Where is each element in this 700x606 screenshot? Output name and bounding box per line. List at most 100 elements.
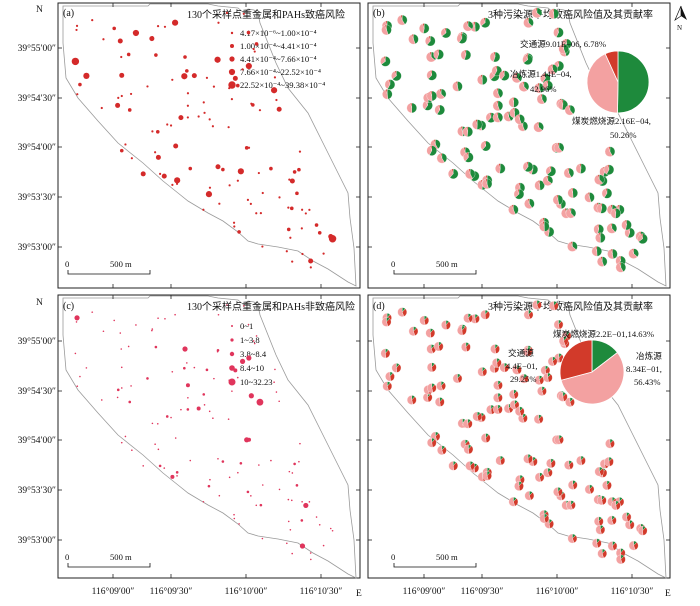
sample-point-c xyxy=(74,352,77,355)
boundary-a xyxy=(62,3,357,287)
source-pie-b xyxy=(539,221,550,232)
source-pie-d xyxy=(463,419,473,429)
sample-point-a xyxy=(208,186,212,189)
sample-point-c xyxy=(236,376,239,379)
legend-a-label-4: 7.66×10⁻⁴~22.52×10⁻⁴ xyxy=(240,67,321,77)
sample-point-c xyxy=(151,422,154,425)
sample-point-a xyxy=(214,56,221,63)
sample-point-a xyxy=(202,208,205,211)
source-pie-d-slice-2 xyxy=(512,365,519,375)
legend-c: 0~1 1~3.8 3.8~8.4 8.4~10 10~32.23 xyxy=(228,321,273,387)
source-pie-d xyxy=(490,344,500,354)
source-pie-b xyxy=(499,70,510,81)
source-pie-b-slice-2 xyxy=(394,70,397,76)
sample-point-c xyxy=(218,494,221,497)
sample-point-a xyxy=(174,177,181,184)
sample-point-a xyxy=(120,55,123,59)
source-pie-d xyxy=(543,372,553,383)
source-pie-b xyxy=(391,70,402,81)
source-pie-b-slice-2 xyxy=(526,161,529,167)
sample-point-a xyxy=(75,28,78,32)
source-pie-b-slice-0 xyxy=(465,152,474,163)
source-pie-b-slice-2 xyxy=(568,105,571,111)
source-pie-d-slice-2 xyxy=(448,461,454,471)
source-pie-d-slice-2 xyxy=(380,348,386,359)
source-pie-b-slice-2 xyxy=(546,175,548,181)
source-pie-d-slice-2 xyxy=(426,344,434,354)
source-pie-d-slice-2 xyxy=(605,438,612,449)
source-pie-d xyxy=(433,341,444,352)
source-pie-b xyxy=(615,262,626,273)
sample-point-a xyxy=(146,85,149,88)
sample-point-a xyxy=(117,38,123,44)
source-pie-d-slice-2 xyxy=(558,392,565,402)
source-pie-b xyxy=(477,74,488,85)
pie-b-label-traffic: 交通源9.01E−06, 6.78% xyxy=(520,38,606,49)
source-pie-b-slice-2 xyxy=(460,33,463,39)
sample-point-c xyxy=(120,366,123,369)
sample-point-a xyxy=(252,47,255,51)
source-pie-d xyxy=(437,445,447,455)
source-pie-d-slice-2 xyxy=(463,444,470,455)
source-pie-b-slice-1 xyxy=(552,194,560,205)
sample-point-c xyxy=(119,332,122,334)
source-pie-d xyxy=(509,389,519,400)
sample-point-a xyxy=(254,42,259,46)
source-pie-b-slice-2 xyxy=(483,17,486,23)
source-pie-d xyxy=(436,381,446,391)
source-pie-b xyxy=(524,198,535,209)
source-pie-b xyxy=(492,100,503,111)
source-pie-b xyxy=(481,178,493,189)
source-pie-b-slice-0 xyxy=(606,164,615,175)
source-pie-d-slice-2 xyxy=(514,406,522,417)
source-pie-d xyxy=(427,383,437,393)
source-pie-b-slice-2 xyxy=(430,90,432,97)
sample-point-a xyxy=(251,103,255,107)
source-pie-b-slice-1 xyxy=(514,114,522,125)
sample-point-a xyxy=(246,198,250,201)
source-pie-b xyxy=(408,34,419,45)
source-pie-b-slice-2 xyxy=(512,107,515,113)
source-pie-b-slice-1 xyxy=(381,24,389,36)
sample-point-c xyxy=(185,383,190,388)
source-pie-b-slice-0 xyxy=(546,166,556,177)
source-pie-d-slice-2 xyxy=(419,315,426,326)
sample-point-c xyxy=(187,396,189,399)
sample-point-a xyxy=(202,101,205,104)
source-pie-d-slice-2 xyxy=(537,386,544,396)
source-pie-d-slice-2 xyxy=(597,548,604,559)
source-pie-d xyxy=(523,454,533,464)
source-pie-b-slice-1 xyxy=(542,175,553,186)
sample-point-a xyxy=(186,92,190,95)
source-pie-b xyxy=(567,187,578,199)
source-pie-b-slice-2 xyxy=(429,51,432,58)
source-pie-b-slice-0 xyxy=(436,104,445,116)
sample-point-a xyxy=(291,260,294,263)
source-pie-b xyxy=(492,112,503,123)
source-pie-b xyxy=(426,90,437,102)
sample-point-a xyxy=(124,143,127,146)
source-pie-d-slice-2 xyxy=(594,466,602,477)
source-pie-b-slice-0 xyxy=(501,70,510,81)
sample-point-c xyxy=(318,523,321,526)
pie-d-label-traffic-val: 4.4E−01, xyxy=(506,361,538,371)
sample-point-c xyxy=(175,471,179,474)
sample-point-a xyxy=(163,25,167,28)
source-pie-d xyxy=(382,381,393,391)
source-pie-b xyxy=(575,163,587,174)
sample-point-c xyxy=(146,377,149,380)
source-pie-b xyxy=(596,203,607,214)
source-pie-d-slice-2 xyxy=(493,404,500,415)
source-pie-b xyxy=(460,49,471,61)
pie-d-label-smelting-pct: 56.43% xyxy=(634,377,661,387)
pie-d-label-traffic-pct: 29.25% xyxy=(510,374,537,384)
source-pie-d-slice-2 xyxy=(463,419,469,429)
source-pie-d xyxy=(565,397,575,407)
sample-point-c xyxy=(102,330,105,333)
legend-a-dot-3 xyxy=(229,56,235,62)
sample-point-c xyxy=(213,377,215,380)
sample-point-c xyxy=(275,391,278,393)
source-pie-b xyxy=(384,79,396,90)
source-pie-b-slice-2 xyxy=(506,111,509,117)
legend-a-dot-2 xyxy=(230,44,234,48)
